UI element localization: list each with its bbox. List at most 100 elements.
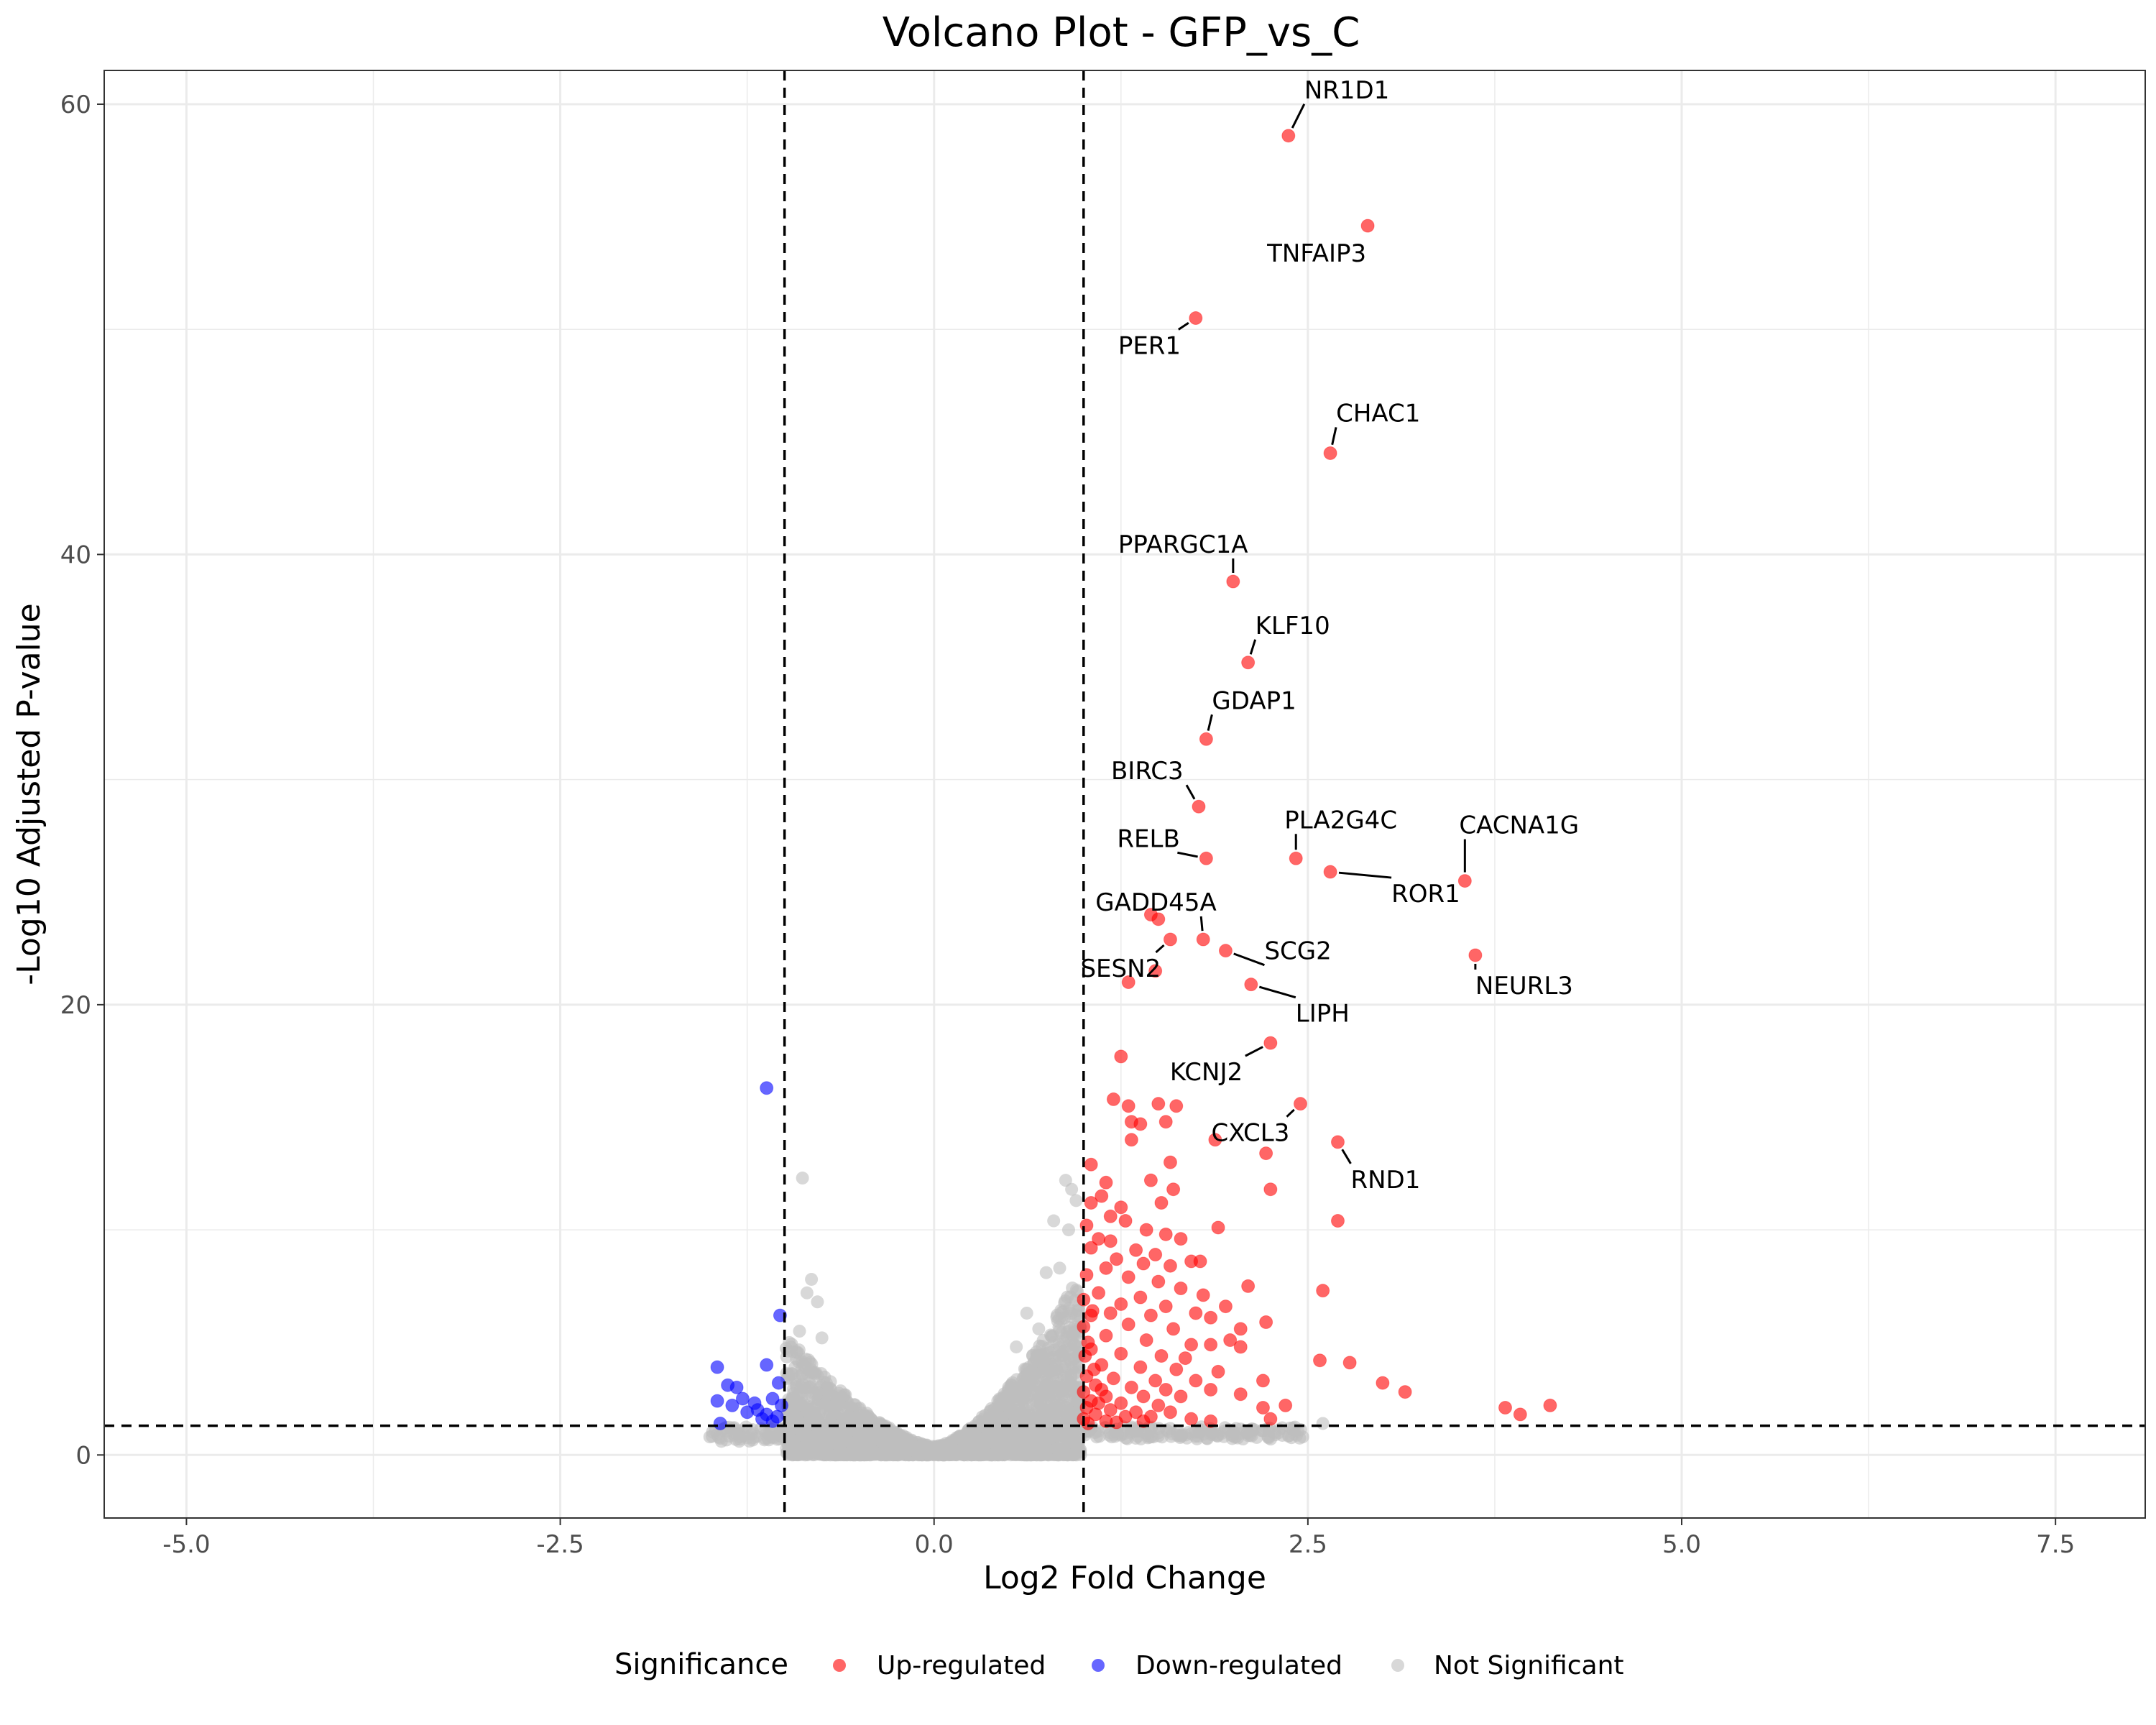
data-point-up-regulated	[1498, 1401, 1513, 1415]
data-point-up-regulated	[1084, 1195, 1098, 1210]
data-point-not-significant	[1030, 1348, 1044, 1362]
data-point-not-significant	[800, 1286, 814, 1300]
gene-label-connector	[1245, 1046, 1263, 1057]
data-point-up-regulated	[1139, 1333, 1153, 1348]
data-point-up-regulated	[1189, 1306, 1203, 1320]
data-point-up-regulated	[1114, 1200, 1128, 1215]
data-point-not-significant	[1264, 1432, 1278, 1446]
y-tick-label: 40	[60, 540, 91, 569]
data-point-up-regulated	[1087, 1362, 1101, 1376]
data-point-not-significant	[903, 1435, 916, 1449]
data-point-up-regulated	[1166, 1182, 1181, 1197]
data-point-up-regulated	[1078, 1348, 1092, 1363]
data-point-not-significant	[865, 1446, 878, 1460]
data-point-not-significant	[1171, 1424, 1184, 1438]
data-point-up-regulated	[1158, 1227, 1173, 1241]
data-point-not-significant	[1018, 1413, 1032, 1427]
data-point-not-significant	[1125, 1422, 1138, 1435]
data-point-not-significant	[1053, 1261, 1067, 1275]
data-point-not-significant	[1181, 1425, 1195, 1439]
data-point-not-significant	[1057, 1389, 1071, 1403]
data-point-up-regulated	[1121, 1270, 1135, 1284]
data-point-up-regulated	[1133, 1117, 1148, 1131]
data-point-down-regulated	[765, 1414, 780, 1428]
data-point-not-significant	[775, 1426, 788, 1440]
gene-label: CACNA1G	[1459, 811, 1579, 840]
data-point-up-regulated	[1124, 1133, 1138, 1147]
gene-label-connector	[1155, 944, 1165, 954]
data-point-down-regulated	[710, 1394, 724, 1408]
data-point-not-significant	[1078, 1428, 1092, 1442]
data-point-up-regulated	[1151, 1097, 1166, 1111]
data-point-not-significant	[1061, 1448, 1074, 1461]
data-point-up-regulated	[1121, 975, 1135, 990]
data-point-up-regulated	[1158, 1382, 1173, 1397]
data-point-up-regulated	[1092, 1396, 1106, 1410]
data-point-up-regulated	[1174, 1389, 1188, 1404]
data-point-down-regulated	[713, 1416, 727, 1430]
data-point-up-regulated	[1106, 1092, 1120, 1106]
data-point-up-regulated	[1133, 1290, 1148, 1305]
data-point-not-significant	[796, 1429, 809, 1443]
data-point-up-regulated	[1192, 799, 1206, 814]
gene-label-connector	[1341, 1149, 1352, 1164]
data-point-down-regulated	[765, 1392, 780, 1406]
data-point-up-regulated	[1099, 1328, 1113, 1343]
data-point-not-significant	[801, 1441, 814, 1455]
data-point-not-significant	[1155, 1430, 1169, 1444]
data-point-up-regulated	[1256, 1374, 1270, 1388]
gene-label-connector	[1286, 1108, 1295, 1118]
data-point-up-regulated	[1103, 1403, 1118, 1417]
data-point-up-regulated	[1281, 129, 1296, 143]
data-point-up-regulated	[1118, 1214, 1133, 1228]
data-point-up-regulated	[1103, 1209, 1118, 1223]
data-point-not-significant	[711, 1428, 724, 1442]
legend-label-down-regulated: Down-regulated	[1135, 1651, 1342, 1680]
data-point-not-significant	[1070, 1440, 1084, 1453]
data-point-not-significant	[808, 1414, 821, 1427]
data-point-up-regulated	[1148, 1374, 1163, 1388]
data-point-up-regulated	[1114, 1297, 1128, 1311]
data-point-up-regulated	[1129, 1243, 1143, 1257]
data-point-not-significant	[1030, 1396, 1044, 1409]
data-point-up-regulated	[1174, 1232, 1188, 1246]
gene-label: TNFAIP3	[1266, 239, 1366, 268]
data-point-not-significant	[842, 1412, 856, 1425]
gene-label: RELB	[1117, 824, 1179, 853]
data-point-up-regulated	[1158, 1300, 1173, 1314]
gene-label: GDAP1	[1212, 686, 1296, 715]
data-point-down-regulated	[740, 1405, 755, 1420]
data-point-up-regulated	[1106, 1371, 1120, 1386]
data-point-up-regulated	[1095, 1189, 1109, 1203]
gene-label-connector	[1338, 871, 1392, 879]
data-point-up-regulated	[1189, 311, 1203, 326]
data-point-up-regulated	[1136, 1389, 1151, 1404]
gene-label: SCG2	[1264, 937, 1331, 966]
data-point-not-significant	[1003, 1401, 1016, 1414]
x-tick-label: -2.5	[536, 1530, 584, 1559]
plot-border	[103, 70, 2146, 1519]
data-point-up-regulated	[1169, 1362, 1184, 1376]
data-point-up-regulated	[1398, 1385, 1412, 1399]
data-point-not-significant	[1008, 1412, 1022, 1425]
data-point-up-regulated	[1079, 1268, 1094, 1282]
gene-label-connector	[1258, 985, 1296, 999]
data-point-up-regulated	[1193, 1254, 1207, 1269]
data-point-up-regulated	[1084, 1241, 1098, 1255]
data-point-up-regulated	[1204, 1338, 1218, 1352]
data-point-not-significant	[791, 1410, 804, 1424]
data-point-not-significant	[840, 1401, 854, 1414]
data-point-up-regulated	[1084, 1157, 1098, 1172]
data-point-up-regulated	[1218, 1300, 1233, 1314]
gene-label: NEURL3	[1475, 972, 1573, 1000]
gene-label-connector	[1331, 427, 1337, 446]
data-point-up-regulated	[1226, 574, 1240, 589]
data-point-not-significant	[796, 1368, 809, 1381]
data-point-up-regulated	[1233, 1340, 1248, 1354]
data-point-up-regulated	[1211, 1364, 1225, 1379]
data-point-up-regulated	[1457, 874, 1472, 888]
y-tick-label: 60	[60, 91, 91, 119]
data-point-not-significant	[1032, 1368, 1046, 1382]
y-tick-label: 20	[60, 991, 91, 1020]
